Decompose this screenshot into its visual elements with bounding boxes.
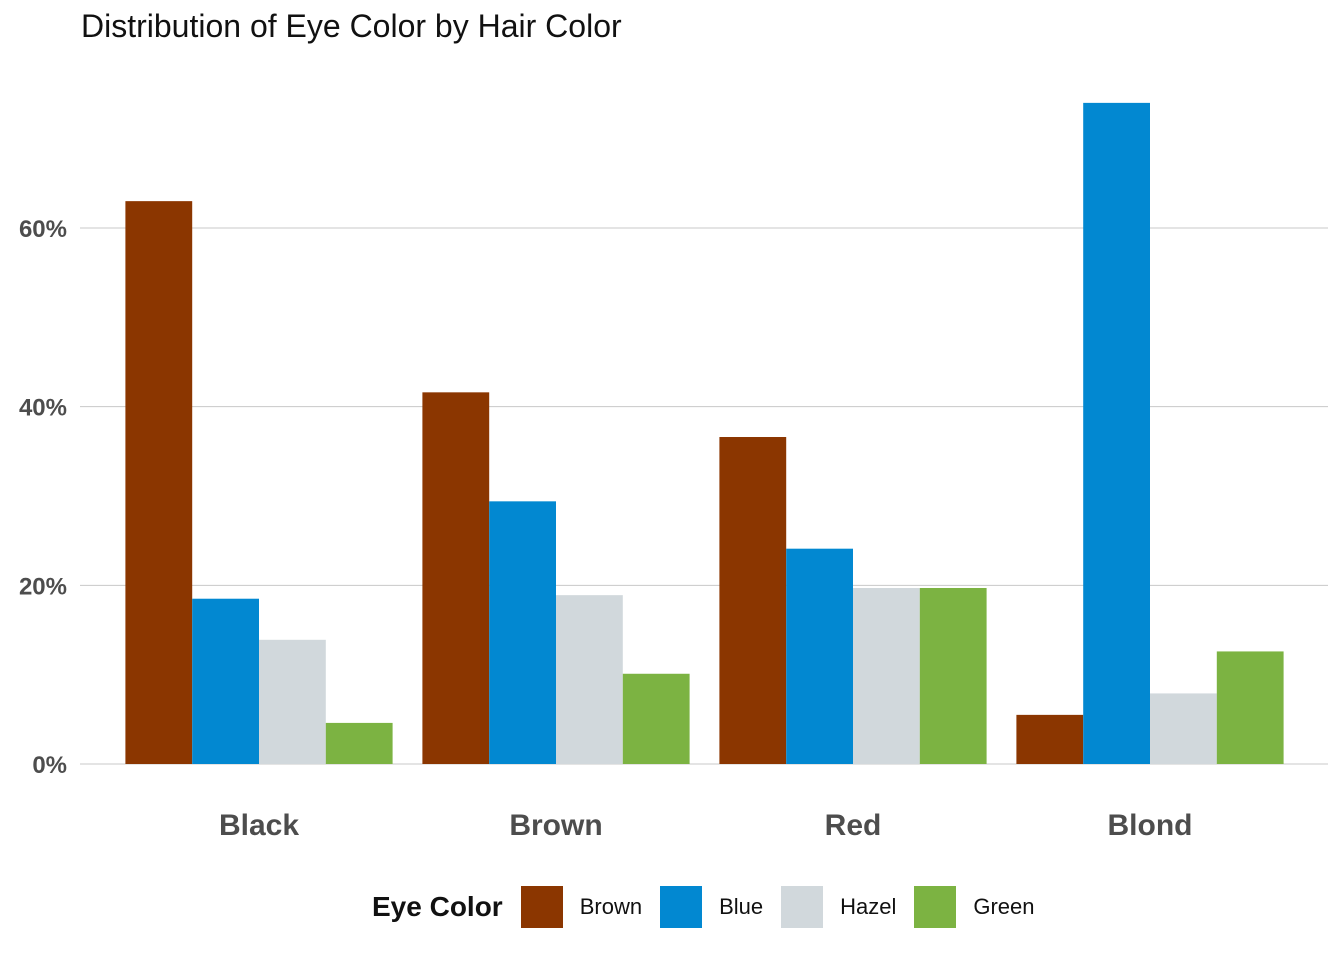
legend-item-green: Green bbox=[914, 886, 1035, 928]
x-tick-label: Red bbox=[825, 809, 882, 842]
bar-brown-green bbox=[622, 673, 690, 764]
bar-blond-brown bbox=[1016, 714, 1084, 764]
bar-red-green bbox=[919, 587, 987, 764]
legend-title: Eye Color bbox=[372, 891, 503, 922]
bar-black-blue bbox=[192, 598, 259, 764]
bar-blond-hazel bbox=[1150, 693, 1217, 764]
bars bbox=[125, 102, 1284, 765]
bar-red-brown bbox=[719, 437, 787, 764]
bar-black-brown bbox=[125, 201, 193, 765]
legend-swatch bbox=[660, 886, 703, 928]
legend-label: Blue bbox=[719, 894, 764, 919]
legend-swatch bbox=[781, 886, 824, 928]
x-axis-ticks: Black Brown Red Blond bbox=[219, 809, 1193, 842]
legend: Eye Color Brown Blue Hazel Green bbox=[372, 886, 1053, 928]
legend-swatch bbox=[520, 886, 563, 928]
y-tick-label: 20% bbox=[19, 573, 67, 600]
bar-chart: 0% 20% 40% 60% Black Brown Red Blond bbox=[19, 102, 1328, 842]
x-tick-label: Brown bbox=[509, 809, 602, 842]
bar-brown-brown bbox=[422, 392, 490, 764]
legend-item-hazel: Hazel bbox=[781, 886, 896, 928]
y-axis-ticks: 0% 20% 40% 60% bbox=[19, 216, 67, 779]
y-tick-label: 60% bbox=[19, 216, 67, 243]
bar-black-hazel bbox=[259, 639, 326, 764]
x-tick-label: Black bbox=[219, 809, 299, 842]
legend-label: Hazel bbox=[840, 894, 897, 919]
legend-item-blue: Blue bbox=[660, 886, 763, 928]
bar-blond-green bbox=[1216, 651, 1284, 764]
legend-swatch bbox=[914, 886, 957, 928]
x-tick-label: Blond bbox=[1108, 809, 1193, 842]
legend-label: Green bbox=[973, 894, 1035, 919]
bar-red-hazel bbox=[853, 587, 920, 764]
y-tick-label: 40% bbox=[19, 395, 67, 422]
legend-items: Brown Blue Hazel Green bbox=[520, 886, 1053, 928]
bar-brown-blue bbox=[489, 501, 556, 764]
bar-blond-blue bbox=[1083, 102, 1150, 765]
bar-red-blue bbox=[786, 548, 853, 764]
bar-black-green bbox=[325, 722, 393, 764]
legend-label: Brown bbox=[579, 894, 643, 919]
y-tick-label: 0% bbox=[32, 752, 67, 779]
chart-title: Distribution of Eye Color by Hair Color bbox=[81, 8, 622, 44]
bar-brown-hazel bbox=[556, 595, 623, 764]
legend-item-brown: Brown bbox=[520, 886, 643, 928]
